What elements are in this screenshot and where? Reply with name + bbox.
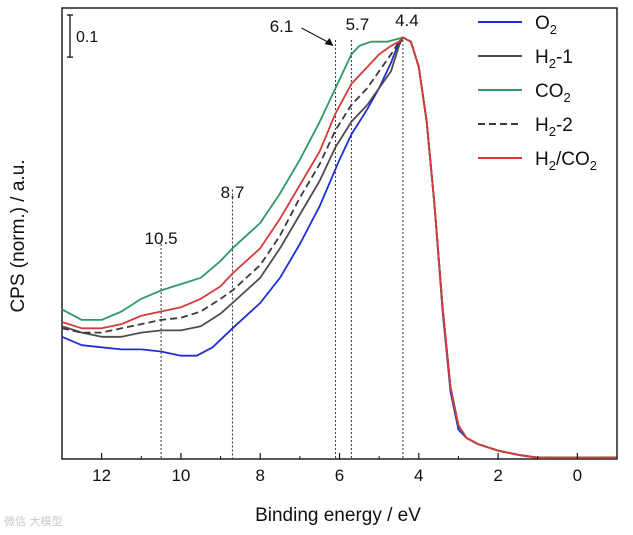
annotation-label: 8.7 xyxy=(221,183,245,202)
annotation-label: 4.4 xyxy=(395,11,419,30)
legend-label: H2/CO2 xyxy=(535,149,597,173)
legend-label: H2-1 xyxy=(535,47,573,71)
scale-bar-label: 0.1 xyxy=(76,29,98,46)
watermark: 微信 大模型 xyxy=(4,515,63,528)
x-axis-label: Binding energy / eV xyxy=(255,505,421,526)
annotation-label: 10.5 xyxy=(145,229,178,248)
x-tick-label: 4 xyxy=(414,466,423,485)
x-tick-label: 6 xyxy=(335,466,344,485)
series-line xyxy=(61,36,617,459)
x-tick-label: 2 xyxy=(493,466,502,485)
x-tick-label: 0 xyxy=(573,466,582,485)
annotation-label: 5.7 xyxy=(346,15,370,34)
x-tick-label: 10 xyxy=(171,466,190,485)
legend-label: H2-2 xyxy=(535,115,573,139)
annotation-arrow-head xyxy=(324,38,334,46)
annotation-arrow-line xyxy=(301,27,332,45)
y-axis-label: CPS (norm.) / a.u. xyxy=(8,159,29,312)
annotation-label: 6.1 xyxy=(270,17,294,36)
legend-label: O2 xyxy=(535,13,557,37)
x-tick-label: 12 xyxy=(92,466,111,485)
x-tick-label: 8 xyxy=(255,466,264,485)
legend-label: CO2 xyxy=(535,81,571,105)
